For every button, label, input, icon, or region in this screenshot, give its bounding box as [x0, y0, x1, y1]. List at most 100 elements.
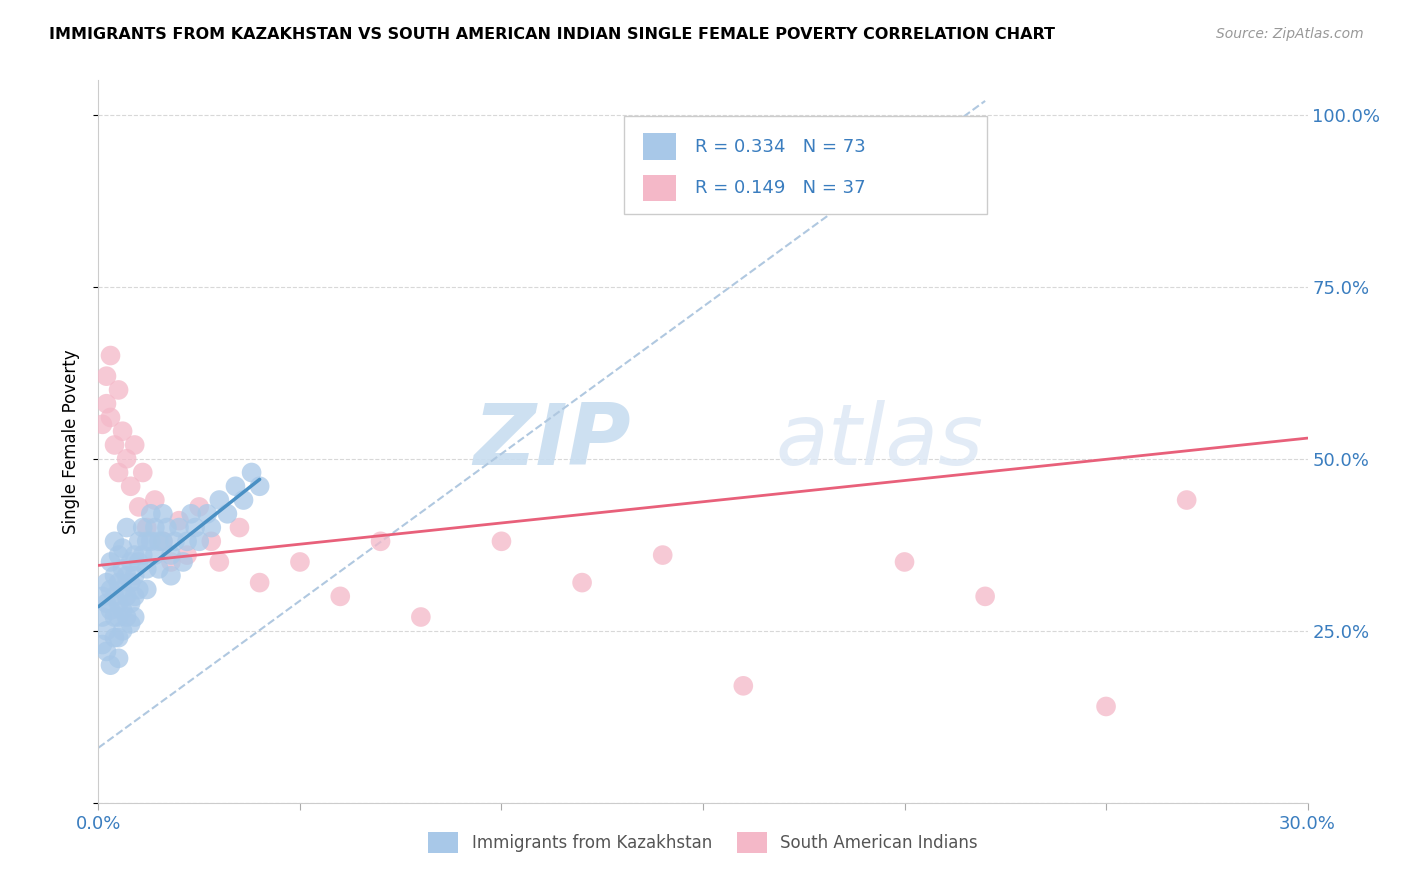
Point — [100, 658, 122, 673]
Point — [139, 507, 162, 521]
Text: R = 0.149   N = 37: R = 0.149 N = 37 — [695, 178, 865, 197]
Point — [188, 500, 211, 514]
Point — [107, 610, 129, 624]
Text: atlas: atlas — [776, 400, 984, 483]
Point — [163, 534, 186, 549]
Point — [132, 466, 155, 480]
Point — [288, 555, 311, 569]
Point — [91, 610, 114, 624]
Point — [160, 555, 183, 569]
Point — [148, 562, 170, 576]
Point — [733, 679, 755, 693]
Point — [111, 582, 134, 597]
Point — [96, 397, 118, 411]
Point — [240, 466, 263, 480]
Point — [111, 562, 134, 576]
Point — [128, 555, 150, 569]
Point — [91, 638, 114, 652]
Point — [571, 575, 593, 590]
Point — [167, 520, 190, 534]
Point — [180, 507, 202, 521]
Point — [124, 610, 146, 624]
Point — [115, 451, 138, 466]
Point — [249, 479, 271, 493]
Point — [148, 534, 170, 549]
Point — [184, 520, 207, 534]
Point — [195, 507, 218, 521]
Point — [135, 520, 157, 534]
Point — [152, 534, 174, 549]
Point — [115, 568, 138, 582]
Point — [1095, 699, 1118, 714]
Point — [111, 424, 134, 438]
Point — [100, 555, 122, 569]
Point — [96, 369, 118, 384]
Point — [143, 548, 166, 562]
Point — [128, 582, 150, 597]
FancyBboxPatch shape — [643, 134, 676, 160]
Point — [893, 555, 915, 569]
Point — [232, 493, 254, 508]
Point — [107, 466, 129, 480]
Point — [103, 438, 125, 452]
Point — [103, 590, 125, 604]
Point — [107, 596, 129, 610]
Legend: Immigrants from Kazakhstan, South American Indians: Immigrants from Kazakhstan, South Americ… — [422, 826, 984, 860]
Text: Source: ZipAtlas.com: Source: ZipAtlas.com — [1216, 27, 1364, 41]
Point — [96, 644, 118, 658]
Point — [100, 349, 122, 363]
Point — [96, 624, 118, 638]
Point — [1175, 493, 1198, 508]
Point — [128, 500, 150, 514]
Point — [107, 383, 129, 397]
Point — [491, 534, 513, 549]
Point — [370, 534, 392, 549]
Point — [124, 590, 146, 604]
Point — [96, 596, 118, 610]
Point — [143, 493, 166, 508]
Point — [100, 410, 122, 425]
Point — [160, 568, 183, 582]
Point — [111, 541, 134, 556]
Point — [329, 590, 352, 604]
Point — [135, 534, 157, 549]
Point — [120, 596, 142, 610]
Point — [111, 624, 134, 638]
Point — [103, 568, 125, 582]
Point — [208, 555, 231, 569]
Point — [160, 548, 183, 562]
Point — [120, 555, 142, 569]
Point — [139, 534, 162, 549]
Point — [115, 610, 138, 624]
FancyBboxPatch shape — [624, 117, 987, 214]
Text: ZIP: ZIP — [472, 400, 630, 483]
Point — [115, 590, 138, 604]
Point — [135, 582, 157, 597]
Point — [96, 575, 118, 590]
FancyBboxPatch shape — [643, 175, 676, 201]
Point — [651, 548, 673, 562]
Point — [124, 438, 146, 452]
Point — [200, 520, 222, 534]
Point — [91, 417, 114, 432]
Point — [91, 590, 114, 604]
Point — [228, 520, 250, 534]
Point — [152, 534, 174, 549]
Point — [107, 631, 129, 645]
Point — [124, 568, 146, 582]
Point — [115, 520, 138, 534]
Point — [172, 555, 194, 569]
Point — [107, 651, 129, 665]
Point — [100, 582, 122, 597]
Point — [249, 575, 271, 590]
Point — [176, 548, 198, 562]
Point — [200, 534, 222, 549]
Point — [107, 575, 129, 590]
Point — [167, 514, 190, 528]
Point — [188, 534, 211, 549]
Text: IMMIGRANTS FROM KAZAKHSTAN VS SOUTH AMERICAN INDIAN SINGLE FEMALE POVERTY CORREL: IMMIGRANTS FROM KAZAKHSTAN VS SOUTH AMER… — [49, 27, 1056, 42]
Point — [217, 507, 239, 521]
Point — [224, 479, 246, 493]
Point — [120, 575, 142, 590]
Point — [135, 562, 157, 576]
